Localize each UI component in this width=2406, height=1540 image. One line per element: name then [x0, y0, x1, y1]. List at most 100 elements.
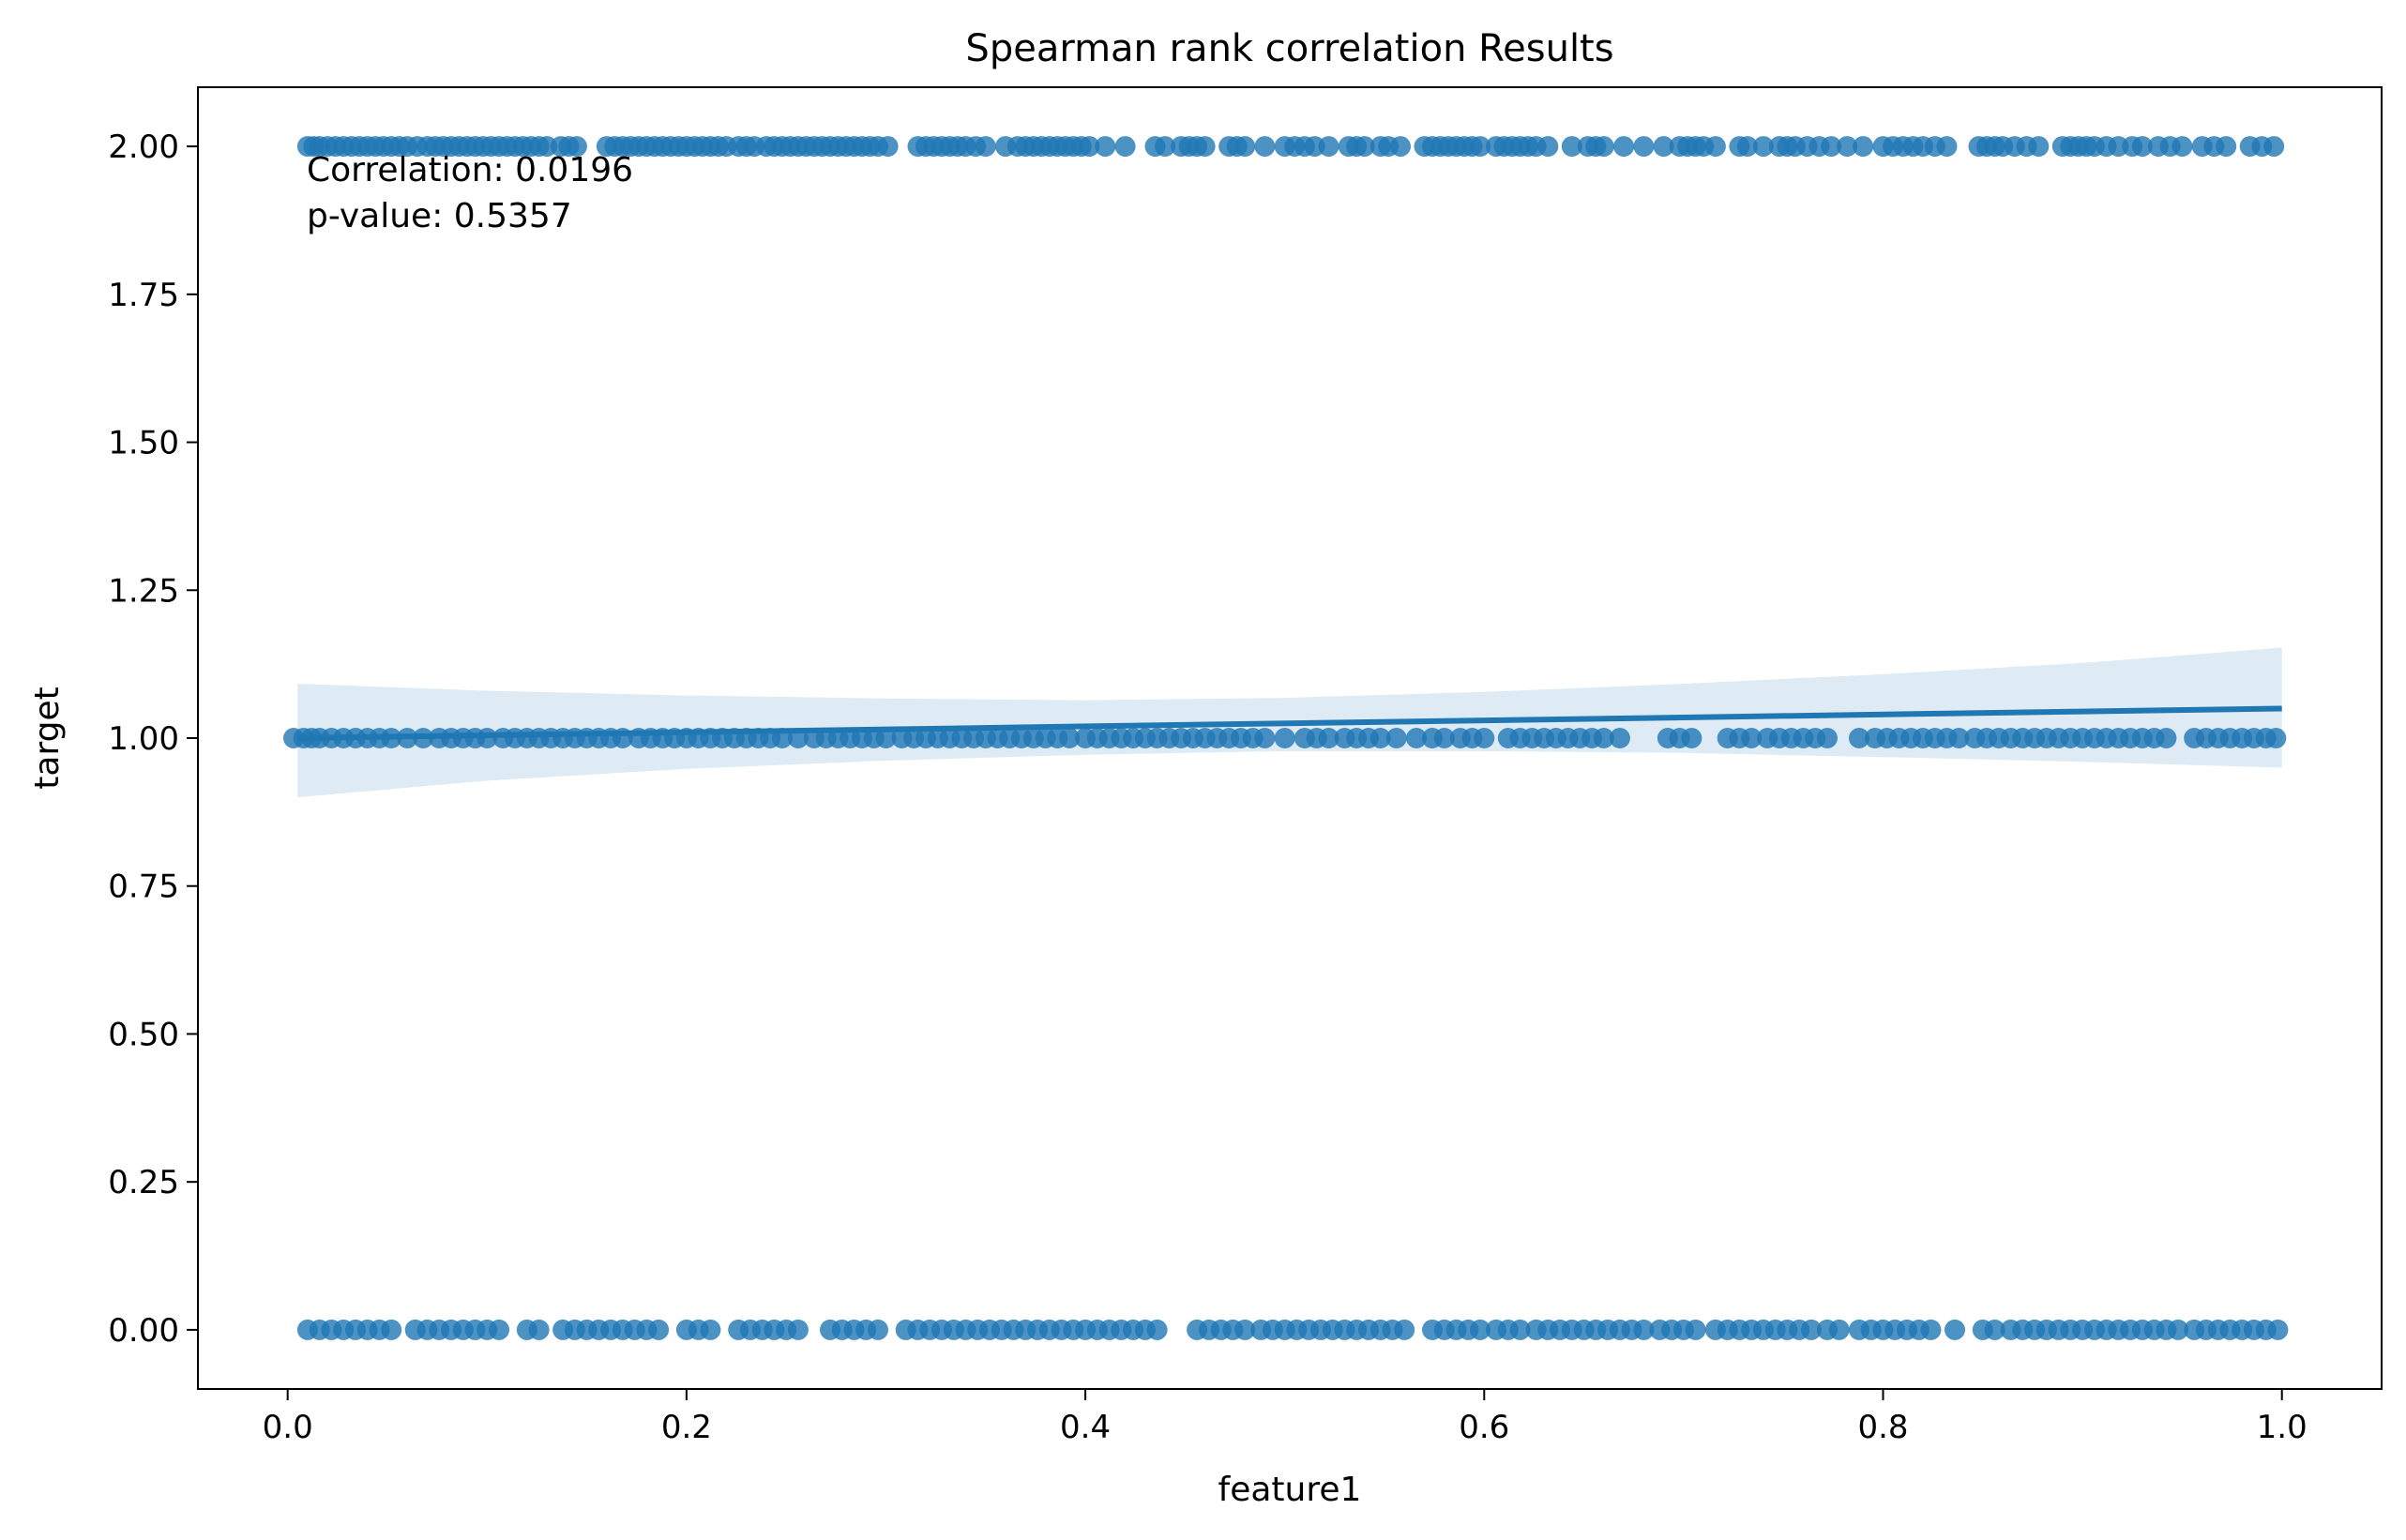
scatter-point	[1470, 1319, 1491, 1340]
y-axis-ticks: 0.00 0.25 0.50 0.75 1.00 1.25 1.50 1.75 2.00	[108, 128, 198, 1350]
scatter-point	[1821, 136, 1842, 158]
scatter-point	[1561, 136, 1582, 158]
x-tick-label: 0.2	[661, 1409, 712, 1446]
scatter-point	[1853, 136, 1874, 158]
scatter-point	[1254, 728, 1276, 748]
scatter-point	[1079, 136, 1100, 158]
y-tick-label: 1.00	[108, 720, 179, 758]
scatter-point	[1837, 136, 1858, 158]
scatter-point	[1234, 1319, 1256, 1340]
scatter-point	[1736, 136, 1758, 158]
scatter-point	[1095, 136, 1116, 158]
x-tick-label: 0.6	[1459, 1409, 1509, 1446]
scatter-point	[2028, 136, 2050, 158]
scatter-point	[1609, 728, 1630, 748]
scatter-point	[1155, 136, 1176, 158]
y-axis-label: target	[28, 687, 67, 789]
scatter-point	[1817, 728, 1838, 748]
y-tick-label: 0.25	[108, 1164, 179, 1201]
regression-line-layer	[297, 705, 2282, 741]
scatter-point	[1633, 136, 1655, 158]
y-tick-label: 0.00	[108, 1312, 179, 1350]
scatter-point	[1944, 1319, 1965, 1340]
scatter-point	[1593, 728, 1614, 748]
scatter-point	[1948, 728, 1970, 748]
correlation-annotation: Correlation: 0.0196	[307, 151, 633, 189]
scatter-point	[1537, 136, 1559, 158]
p-value-annotation: p-value: 0.5357	[307, 197, 572, 235]
scatter-point	[2216, 136, 2237, 158]
scatter-point	[1613, 136, 1635, 158]
scatter-point	[2267, 1319, 2289, 1340]
scatter-point	[489, 1319, 509, 1340]
annotation-box: Correlation: 0.0196 p-value: 0.5357	[307, 151, 633, 235]
scatter-point	[1509, 1319, 1531, 1340]
scatter-point	[1318, 728, 1339, 748]
scatter-point	[1633, 1319, 1655, 1340]
y-tick-label: 1.50	[108, 425, 179, 462]
y-tick-label: 1.25	[108, 572, 179, 610]
scatter-point	[1385, 728, 1407, 748]
scatter-point	[1433, 728, 1455, 748]
scatter-point	[875, 728, 897, 748]
scatter-point	[1685, 1319, 1706, 1340]
scatter-point	[2168, 1319, 2189, 1340]
chart-title: Spearman rank correlation Results	[965, 27, 1613, 70]
scatter-point	[1354, 136, 1375, 158]
x-axis-ticks: 0.0 0.2 0.4 0.6 0.8 1.0	[263, 1389, 2308, 1446]
scatter-point	[1254, 136, 1276, 158]
scatter-point	[1752, 136, 1774, 158]
scatter-points-layer	[283, 136, 2289, 1340]
scatter-point	[2131, 136, 2153, 158]
y-tick-label: 0.75	[108, 868, 179, 906]
y-tick-label: 0.50	[108, 1016, 179, 1053]
scatter-point	[1146, 1319, 1168, 1340]
scatter-point	[975, 136, 996, 158]
scatter-point	[1681, 728, 1702, 748]
scatter-point	[1593, 136, 1614, 158]
scatter-point	[1470, 136, 1491, 158]
regression-line	[297, 705, 2282, 741]
scatter-point	[1704, 136, 1726, 158]
scatter-point	[868, 1319, 888, 1340]
scatter-point	[787, 1319, 809, 1340]
scatter-point	[1741, 728, 1763, 748]
y-tick-label: 1.75	[108, 277, 179, 314]
scatter-point	[1114, 136, 1136, 158]
scatter-point	[1369, 728, 1391, 748]
scatter-point	[877, 136, 899, 158]
scatter-point	[381, 1319, 402, 1340]
scatter-point	[1059, 728, 1081, 748]
scatter-point	[1653, 136, 1674, 158]
x-tick-label: 1.0	[2257, 1409, 2308, 1446]
y-tick-label: 2.00	[108, 128, 179, 166]
scatter-point	[528, 1319, 550, 1340]
scatter-point	[1936, 136, 1958, 158]
x-tick-label: 0.4	[1060, 1409, 1111, 1446]
scatter-point	[1318, 136, 1339, 158]
scatter-point	[2263, 136, 2285, 158]
scatter-point	[2265, 728, 2287, 748]
scatter-point	[700, 1319, 721, 1340]
scatter-point	[1406, 728, 1427, 748]
x-tick-label: 0.8	[1857, 1409, 1908, 1446]
scatter-point	[566, 136, 587, 158]
scatter-point	[1801, 1319, 1822, 1340]
scatter-point	[1474, 728, 1495, 748]
scatter-point	[1828, 1319, 1850, 1340]
scatter-point	[1194, 136, 1216, 158]
scatter-point	[1390, 136, 1411, 158]
x-tick-label: 0.0	[263, 1409, 313, 1446]
scatter-point	[1920, 1319, 1942, 1340]
scatter-point	[2156, 728, 2177, 748]
scatter-point	[648, 1319, 670, 1340]
scatter-point	[1274, 728, 1295, 748]
scatter-point	[2171, 136, 2193, 158]
scatter-point	[1984, 1319, 2005, 1340]
scatter-point	[1234, 136, 1256, 158]
x-axis-label: feature1	[1218, 1471, 1362, 1509]
scatter-point	[1849, 728, 1869, 748]
